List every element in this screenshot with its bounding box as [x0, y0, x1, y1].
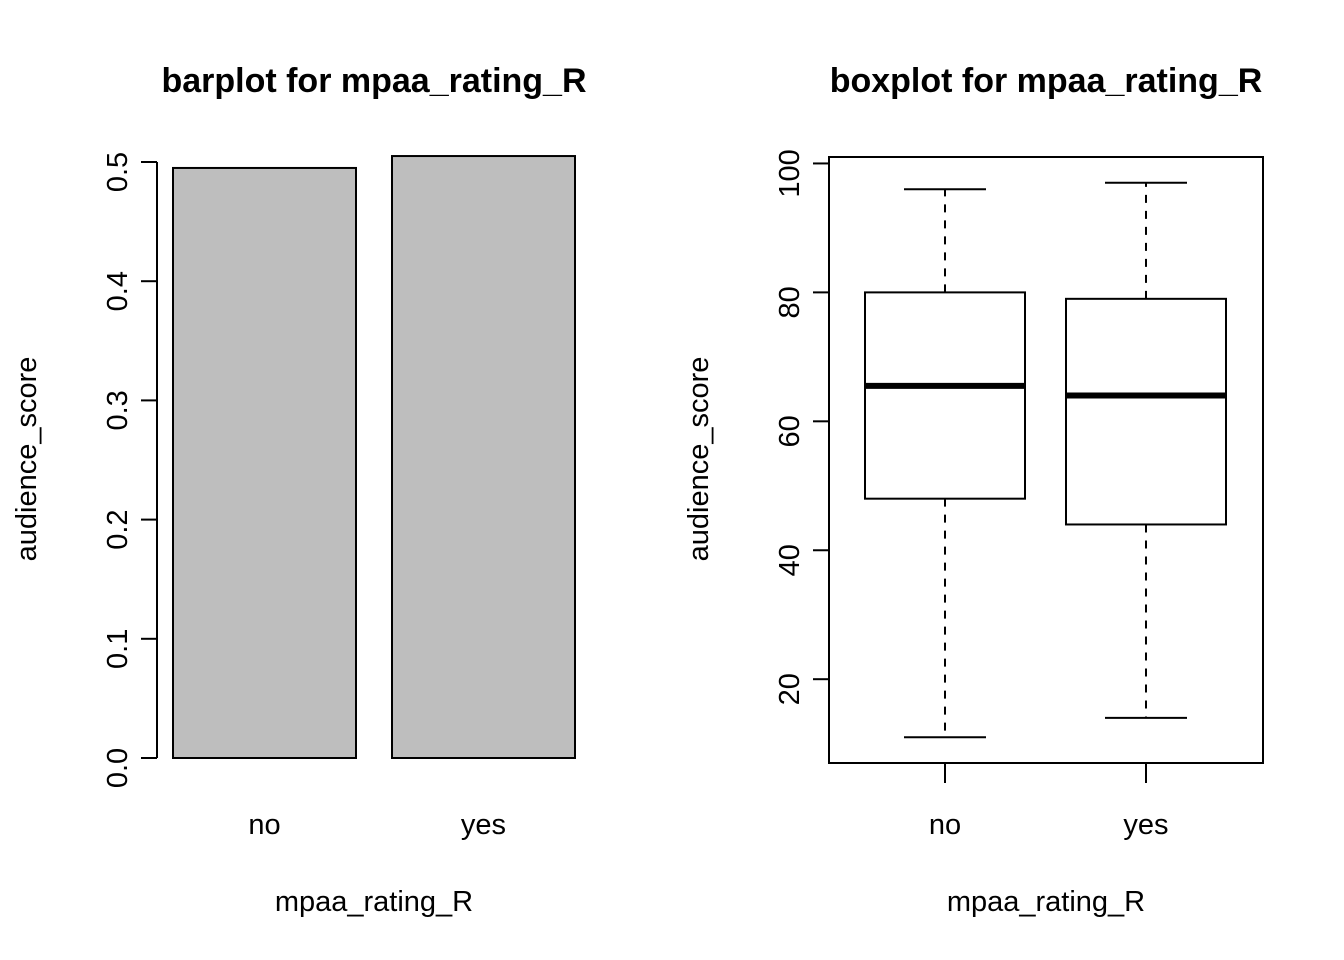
- barplot-x-axis-label: mpaa_rating_R: [275, 886, 473, 918]
- box-no: [864, 188, 1026, 739]
- iqr-box: [1065, 297, 1227, 526]
- barplot-y-tick-label: 0.2: [102, 509, 134, 549]
- barplot-panel: barplot for mpaa_rating_R mpaa_rating_R …: [11, 62, 587, 918]
- boxplot-boxes: [864, 181, 1227, 739]
- boxplot-y-tick-label: 40: [774, 544, 806, 576]
- iqr-box: [864, 291, 1026, 500]
- barplot-category-label-no: no: [248, 809, 280, 841]
- barplot-y-tick-label: 0.4: [102, 271, 134, 311]
- barplot-y-axis: 0.0 0.1 0.2 0.3 0.4 0.5: [102, 152, 158, 788]
- boxplot-category-label-yes: yes: [1123, 809, 1168, 841]
- barplot-y-tick-label: 0.3: [102, 390, 134, 430]
- bar-yes: [391, 155, 576, 760]
- boxplot-panel: boxplot for mpaa_rating_R mpaa_rating_R …: [683, 62, 1264, 918]
- barplot-title: barplot for mpaa_rating_R: [161, 62, 586, 100]
- boxplot-y-axis: 20 40 60 80 100: [774, 149, 829, 705]
- boxplot-title: boxplot for mpaa_rating_R: [830, 62, 1263, 100]
- barplot-category-label-yes: yes: [461, 809, 506, 841]
- barplot-y-tick-label: 0.0: [102, 748, 134, 788]
- barplot-bars: [172, 155, 576, 760]
- box-yes: [1065, 181, 1227, 719]
- barplot-y-tick-label: 0.1: [102, 629, 134, 669]
- barplot-y-tick-label: 0.5: [102, 152, 134, 192]
- boxplot-frame: [828, 156, 1264, 764]
- barplot-y-axis-label: audience_score: [11, 357, 43, 562]
- boxplot-y-tick-label: 20: [774, 673, 806, 705]
- boxplot-y-tick-label: 80: [774, 286, 806, 318]
- boxplot-category-label-no: no: [929, 809, 961, 841]
- bar-no: [172, 166, 357, 759]
- boxplot-y-axis-label: audience_score: [683, 357, 715, 562]
- boxplot-x-axis: no yes: [929, 763, 1169, 841]
- boxplot-y-tick-label: 100: [774, 149, 806, 197]
- barplot-category-labels: no yes: [248, 809, 506, 841]
- boxplot-y-tick-label: 60: [774, 415, 806, 447]
- boxplot-x-axis-label: mpaa_rating_R: [947, 886, 1145, 918]
